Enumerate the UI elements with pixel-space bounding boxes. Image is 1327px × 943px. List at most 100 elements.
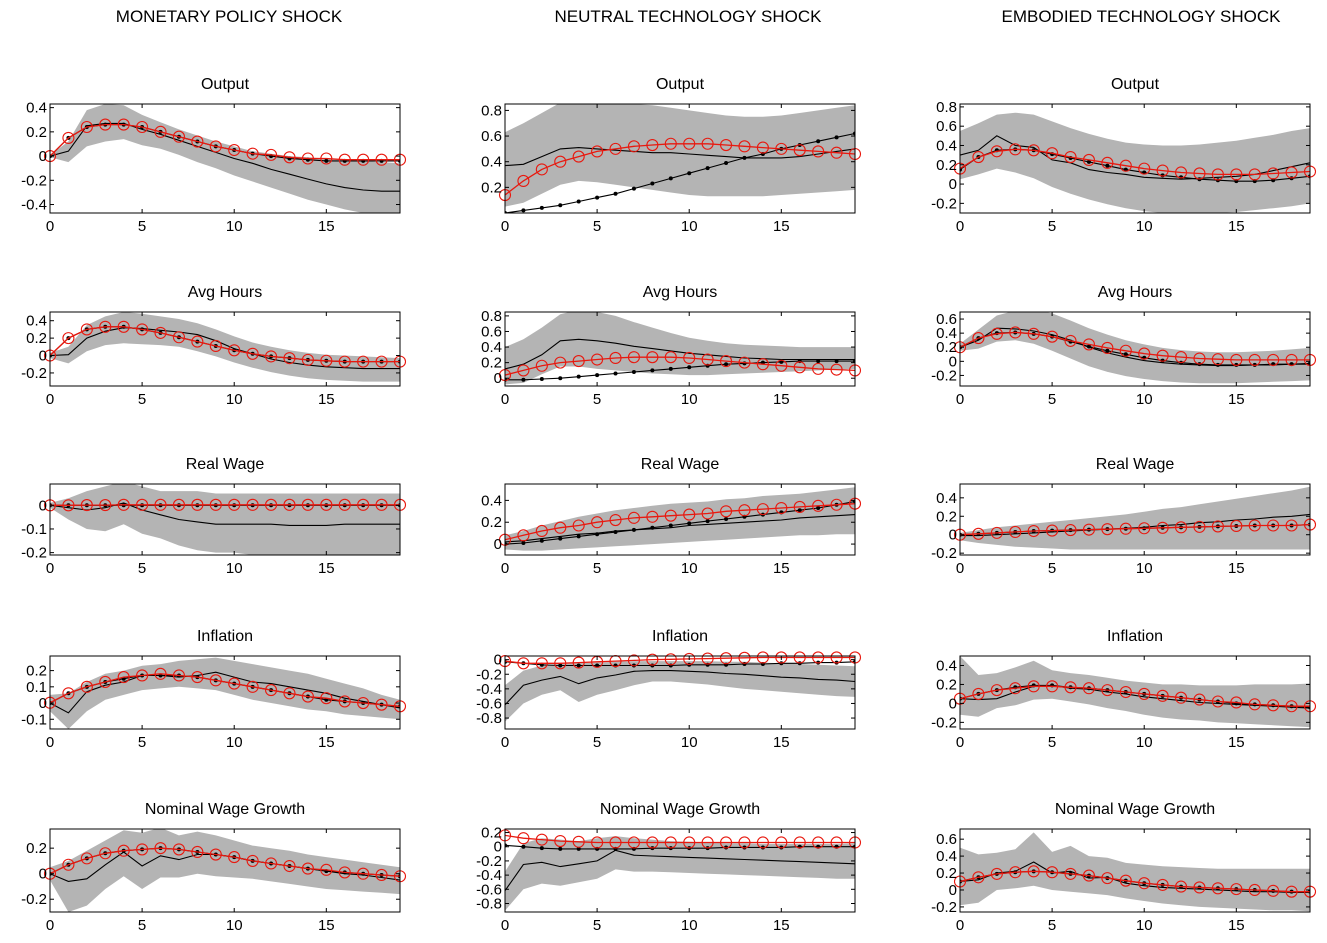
model-circle-marker (1119, 685, 1132, 699)
model-circle-marker (701, 137, 714, 150)
model-circle-marker (1193, 881, 1206, 894)
model-circle-marker (1285, 519, 1298, 532)
axes-box (504, 311, 856, 387)
column-title-neutral: NEUTRAL TECHNOLOGY SHOCK (554, 7, 822, 26)
model-circle-marker (1211, 168, 1224, 181)
model-circle-marker (812, 836, 825, 849)
model-circle-marker (265, 684, 278, 697)
confidence-band (50, 484, 400, 555)
model-dot (576, 199, 581, 204)
x-tick-label: 5 (1048, 391, 1056, 408)
model-circle-marker (535, 657, 548, 670)
model-line-circles (49, 673, 401, 707)
x-tick-label: 15 (1228, 391, 1245, 408)
x-tick-label: 15 (773, 218, 790, 235)
model-dot (521, 844, 526, 849)
model-circle-marker (609, 142, 622, 155)
model-dot (650, 368, 655, 373)
confidence-band (960, 312, 1310, 384)
model-circle-marker (554, 521, 567, 534)
model-circle-marker (117, 844, 130, 857)
x-tick-label: 5 (593, 218, 601, 235)
y-tick-label: 0.2 (481, 825, 502, 842)
model-circle-marker (535, 163, 548, 176)
model-dot (521, 208, 526, 213)
model-circle-marker (154, 842, 167, 855)
model-dot (521, 377, 526, 382)
model-circle-marker (301, 152, 314, 165)
model-circle-marker (972, 527, 985, 540)
model-circle-marker (357, 153, 370, 166)
model-circle-marker (627, 836, 640, 849)
model-circle-marker (1101, 523, 1114, 536)
confidence-band (505, 487, 855, 551)
model-circle-marker (117, 498, 130, 511)
model-circle-marker (535, 833, 548, 846)
panel-title: Real Wage (186, 456, 265, 473)
model-circle-marker (701, 507, 714, 520)
model-circle-marker (246, 147, 259, 160)
x-tick-label: 15 (1228, 917, 1245, 934)
model-circle-marker (209, 339, 222, 353)
model-dot (576, 374, 581, 379)
model-circle-marker (572, 519, 585, 532)
model-dot (613, 371, 618, 376)
y-tick-label: -0.2 (931, 367, 957, 384)
model-dot (724, 160, 729, 165)
model-circle-marker (830, 498, 843, 511)
model-circle-marker (80, 499, 93, 512)
model-circle-marker (609, 351, 622, 365)
model-circle-marker (80, 323, 93, 336)
model-circle-marker (1267, 884, 1280, 897)
model-circle-marker (1046, 866, 1059, 879)
panel-title: Avg Hours (643, 284, 717, 301)
model-circle-marker (1027, 680, 1040, 693)
y-tick-label: -0.2 (21, 172, 47, 189)
model-circle-marker (1230, 168, 1243, 181)
y-tick-label: 0 (494, 536, 502, 553)
y-tick-label: 0.1 (26, 679, 47, 696)
model-circle-marker (627, 654, 640, 667)
model-line-circles (504, 834, 855, 844)
x-tick-label: 0 (956, 560, 964, 577)
y-tick-label: 0 (494, 370, 502, 387)
y-tick-label: -0.2 (931, 714, 957, 731)
model-circle-marker (812, 145, 825, 158)
x-tick-label: 15 (1228, 560, 1245, 577)
model-circle-marker (793, 651, 806, 664)
model-circle-marker (756, 651, 769, 664)
x-tick-label: 0 (501, 917, 509, 934)
model-circle-marker (283, 352, 296, 365)
confidence-band (505, 312, 855, 385)
model-circle-marker (320, 498, 333, 511)
model-circle-marker (720, 836, 733, 849)
model-circle-marker (136, 498, 149, 511)
model-circle-marker (320, 692, 333, 705)
model-line-circles (959, 870, 1310, 893)
model-circle-marker (62, 687, 75, 700)
model-circle-marker (990, 145, 1003, 158)
model-circle-marker (1064, 867, 1077, 880)
model-circle-marker (793, 144, 806, 157)
model-circle-marker (1138, 877, 1151, 890)
x-tick-label: 0 (46, 391, 54, 408)
model-circle-marker (1156, 349, 1169, 362)
y-tick-label: 0 (949, 353, 957, 370)
y-tick-label: 0 (949, 176, 957, 193)
model-dot (539, 205, 544, 210)
model-circle-marker (1175, 521, 1188, 534)
estimate-line (960, 861, 1310, 894)
panel-embodied-real-wage: Real Wage 0 5 10 15 -0.20 0.20.4 (931, 456, 1317, 577)
x-tick-label: 10 (681, 560, 698, 577)
model-circle-marker (228, 143, 241, 157)
axes-box (959, 483, 1311, 556)
model-dot (687, 521, 692, 526)
y-tick-label: 0.4 (936, 848, 957, 865)
model-circle-marker (1027, 144, 1040, 157)
y-tick-label: 0.8 (481, 102, 502, 119)
model-circle-marker (191, 135, 204, 148)
model-circle-marker (1248, 698, 1261, 711)
model-circle-marker (62, 499, 75, 512)
